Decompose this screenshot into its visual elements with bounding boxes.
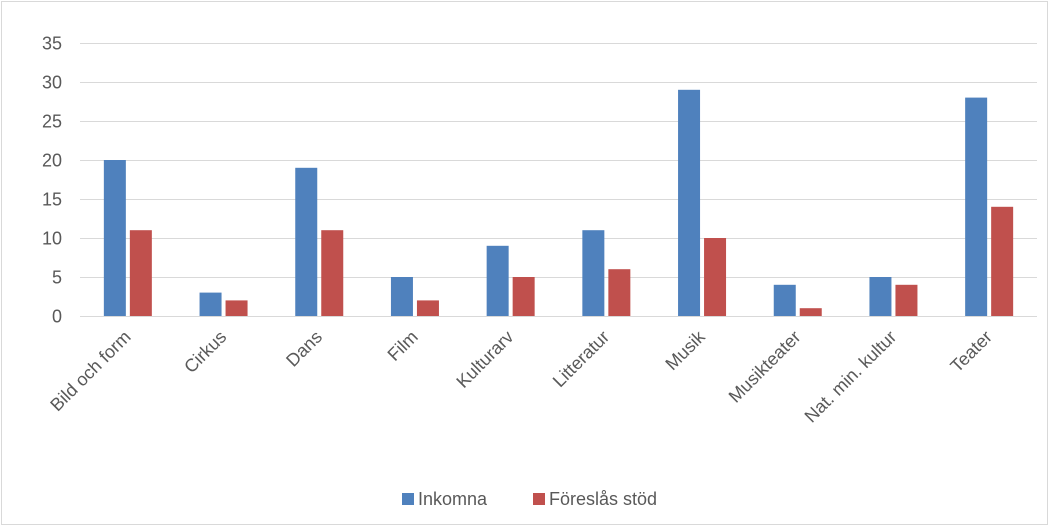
bar-inkomna: [678, 89, 701, 316]
category-label: Musikteater: [725, 327, 805, 407]
bar-foreslas-stod: [991, 206, 1014, 316]
category-label: Teater: [946, 327, 996, 377]
category-label: Film: [384, 327, 422, 365]
y-tick-label: 35: [42, 34, 62, 54]
bar-foreslas-stod: [321, 230, 344, 316]
y-tick-label: 5: [52, 268, 62, 288]
category-label: Kulturarv: [452, 327, 517, 392]
y-tick-label: 25: [42, 112, 62, 132]
bars: [103, 89, 1014, 316]
bar-foreslas-stod: [799, 308, 822, 316]
bar-foreslas-stod: [512, 277, 535, 316]
category-label: Cirkus: [180, 327, 230, 377]
bar-inkomna: [582, 230, 605, 316]
bar-inkomna: [103, 160, 126, 316]
y-tick-label: 10: [42, 229, 62, 249]
y-tick-label: 15: [42, 190, 62, 210]
category-label: Litteratur: [549, 327, 613, 391]
legend-swatch: [533, 493, 545, 505]
legend-label: Föreslås stöd: [549, 489, 657, 509]
category-label: Musik: [661, 326, 709, 374]
bar-foreslas-stod: [225, 300, 248, 316]
legend: Inkomna Föreslås stöd: [402, 489, 657, 509]
bar-inkomna: [773, 284, 796, 316]
category-label: Dans: [282, 327, 326, 371]
bar-foreslas-stod: [129, 230, 152, 316]
gridlines: [80, 43, 1037, 317]
category-label: Bild och form: [46, 327, 134, 415]
category-label: Nat. min. kultur: [801, 327, 901, 427]
bar-inkomna: [199, 292, 222, 316]
y-axis-tick-labels: 0 5 10 15 20 25 30 35: [42, 34, 62, 327]
bar-inkomna: [390, 277, 413, 316]
bar-inkomna: [965, 97, 988, 316]
y-tick-label: 20: [42, 151, 62, 171]
bar-inkomna: [486, 245, 509, 316]
bar-foreslas-stod: [608, 269, 631, 316]
y-tick-label: 0: [52, 307, 62, 327]
bar-foreslas-stod: [895, 284, 918, 316]
legend-label: Inkomna: [418, 489, 488, 509]
bar-foreslas-stod: [416, 300, 439, 316]
bar-inkomna: [295, 167, 318, 316]
legend-swatch: [402, 493, 414, 505]
bar-inkomna: [869, 277, 892, 316]
y-tick-label: 30: [42, 73, 62, 93]
x-axis-category-labels: Bild och form Cirkus Dans Film Kulturarv Litt…: [46, 326, 996, 426]
bar-foreslas-stod: [704, 238, 727, 316]
